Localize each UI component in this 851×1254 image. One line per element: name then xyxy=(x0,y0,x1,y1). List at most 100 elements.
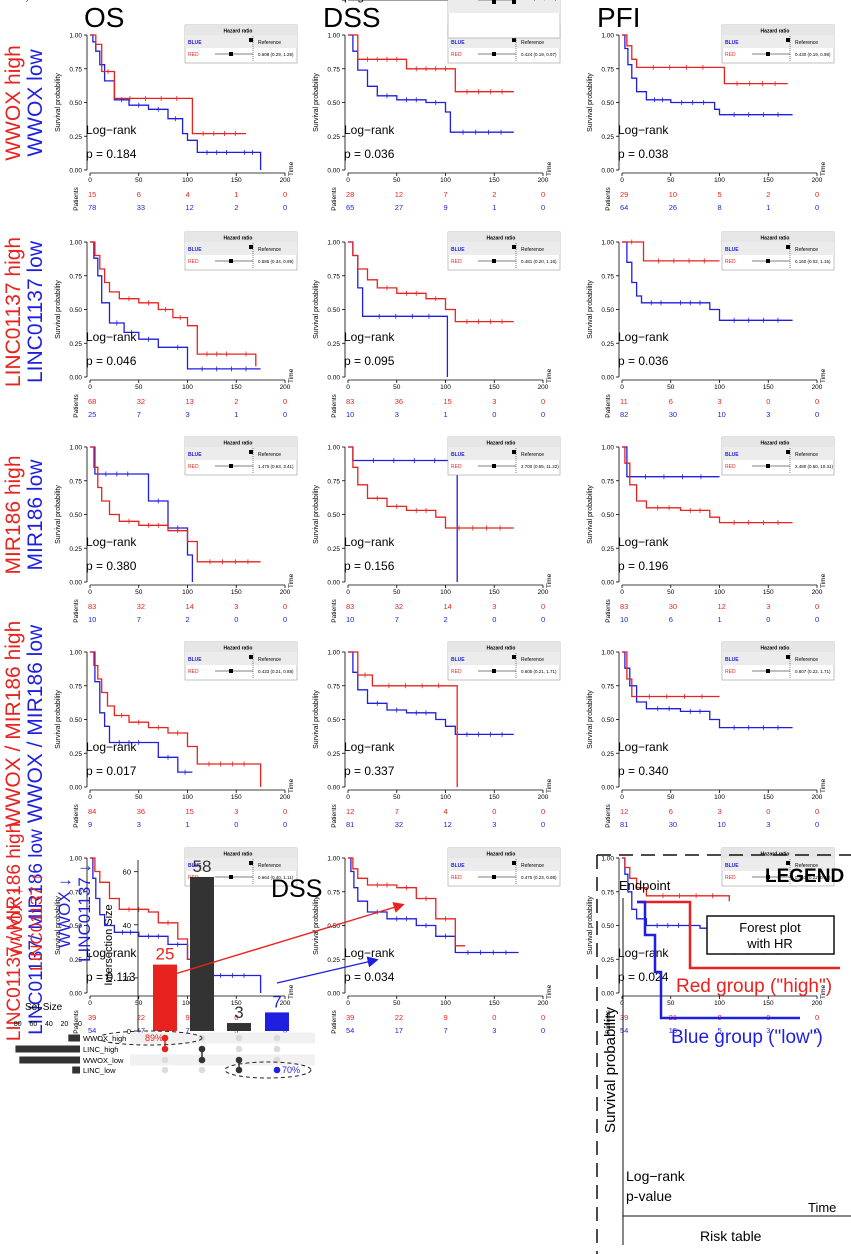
legend-forest-line1: Forest plot xyxy=(739,920,801,935)
risk-blue-value: 33 xyxy=(137,203,145,212)
risk-red-value: 0 xyxy=(815,397,819,406)
risk-red-value: 12 xyxy=(620,807,628,816)
risk-red-value: 7 xyxy=(444,0,448,2)
forest-red-label: RED xyxy=(451,669,462,675)
km-curve-red xyxy=(90,651,262,787)
matrix-dot-inactive xyxy=(273,1045,281,1053)
x-tick-label: 200 xyxy=(280,384,291,391)
y-tick-label: 0.00 xyxy=(69,991,82,998)
risk-blue-value: 2 xyxy=(186,615,190,624)
logrank-label: Log−rank xyxy=(344,123,395,137)
forest-reference-point xyxy=(786,245,790,249)
matrix-row-shade xyxy=(130,1054,315,1066)
y-tick-label: 0.75 xyxy=(601,683,614,690)
y-tick-label: 0.25 xyxy=(69,341,82,348)
forest-blue-label: BLUE xyxy=(188,40,202,46)
x-tick-label: 200 xyxy=(812,794,823,801)
forest-title: Hazard ratio xyxy=(761,646,790,652)
risk-blue-value: 0 xyxy=(283,203,287,212)
x-tick-label: 0 xyxy=(346,1000,350,1007)
set-label: WWOX_high xyxy=(83,1034,126,1043)
x-tick-label: 0 xyxy=(88,794,92,801)
forest-point xyxy=(229,464,233,468)
forest-reference: Reference xyxy=(795,247,818,253)
intersection-bar xyxy=(227,1023,251,1031)
matrix-dot-inactive xyxy=(235,1034,243,1042)
y-tick-label: 0.50 xyxy=(601,307,614,314)
risk-blue-value: 7 xyxy=(444,1026,448,1035)
risk-red-value: 3 xyxy=(492,602,496,611)
forest-title: Hazard ratio xyxy=(487,646,516,652)
set-size-bar xyxy=(72,1066,80,1074)
logrank-label: Log−rank xyxy=(618,535,669,549)
legend-forest-box xyxy=(706,915,835,955)
risk-red-value: 0 xyxy=(283,807,287,816)
forest-reference: Reference xyxy=(795,452,818,458)
matrix-row-shade xyxy=(130,1032,315,1044)
y-tick-label: 0.50 xyxy=(327,717,340,724)
row-label-red: MIR186 high xyxy=(2,455,25,574)
forest-blue-label: BLUE xyxy=(451,40,465,46)
forest-reference-point xyxy=(249,450,253,454)
risk-blue-value: 0 xyxy=(492,0,496,2)
x-tick-label: 150 xyxy=(489,1000,500,1007)
risk-blue-value: 0 xyxy=(234,615,238,624)
legend-logrank: Log−rank xyxy=(626,1168,686,1184)
y-axis-label: Survival probability xyxy=(587,485,594,544)
row-label-2: LINC01137 high LINC01137 low xyxy=(2,237,47,387)
km-panel-os-4: 0.000.250.500.751.000 50 100 150 200TimeSurv… xyxy=(55,641,298,829)
forest-row-bg xyxy=(722,447,834,460)
forest-reference: Reference xyxy=(258,657,281,663)
risk-red-value: 7 xyxy=(444,190,448,199)
risk-blue-value: 6 xyxy=(669,615,673,624)
y-tick-label: 0.00 xyxy=(69,375,82,382)
y-axis-label: Survival probability xyxy=(0,0,30,2)
p-value: p = 0.024 xyxy=(618,970,669,984)
forest-reference: Reference xyxy=(258,452,281,458)
y-tick-label: 1.00 xyxy=(601,240,614,247)
y-tick-label: 0.25 xyxy=(601,957,614,964)
logrank-label: Log−rank xyxy=(86,535,137,549)
risk-blue-value: 2 xyxy=(444,615,448,624)
risk-blue-value: 0 xyxy=(283,410,287,419)
matrix-dot-inactive xyxy=(235,1045,243,1053)
risk-red-value: 36 xyxy=(395,397,403,406)
legend-time: Time xyxy=(808,1200,836,1215)
y-axis-label: Survival probability xyxy=(313,73,320,132)
y-tick-label: 0.75 xyxy=(601,889,614,896)
y-tick-label: 1.00 xyxy=(327,240,340,247)
risk-blue-value: 30 xyxy=(669,410,677,419)
forest-header-bg xyxy=(722,25,834,35)
x-tick-label: 0 xyxy=(346,177,350,184)
risk-red-value: 83 xyxy=(620,602,628,611)
risk-red-value: 0 xyxy=(815,602,819,611)
y-tick-label: 0.00 xyxy=(69,580,82,587)
risk-blue-value: 7 xyxy=(137,615,141,624)
forest-blue-label: BLUE xyxy=(451,0,465,2)
risk-blue-value: 0 xyxy=(283,820,287,829)
km-curve-red xyxy=(622,34,788,85)
km-curve-red xyxy=(622,446,793,524)
p-value: p = 0.038 xyxy=(618,147,669,161)
forest-reference: Reference xyxy=(258,247,281,253)
risk-blue-value: 3 xyxy=(766,820,770,829)
x-axis-label: Time xyxy=(820,161,827,176)
risk-blue-value: 1 xyxy=(718,615,722,624)
set-size-title: Set Size xyxy=(25,1002,63,1013)
risk-blue-value: 1 xyxy=(766,203,770,212)
risk-red-value: 83 xyxy=(346,602,354,611)
upset-y-title: Intersection Size xyxy=(103,904,115,985)
y-axis-label: Survival probability xyxy=(313,690,320,749)
forest-row-bg xyxy=(448,0,560,13)
y-axis-label: Survival probability xyxy=(587,280,594,339)
km-panel-dss-2: 0.000.250.500.751.000 50 100 150 200TimeSurv… xyxy=(313,231,561,419)
forest-blue-label: BLUE xyxy=(451,863,465,869)
y-tick-label: 0.50 xyxy=(327,307,340,314)
y-tick-label: 0.50 xyxy=(69,512,82,519)
risk-blue-value: 0 xyxy=(541,203,545,212)
forest-red-label: RED xyxy=(188,464,199,470)
x-tick-label: 50 xyxy=(393,177,401,184)
p-value: p = 0.004 xyxy=(344,0,395,3)
